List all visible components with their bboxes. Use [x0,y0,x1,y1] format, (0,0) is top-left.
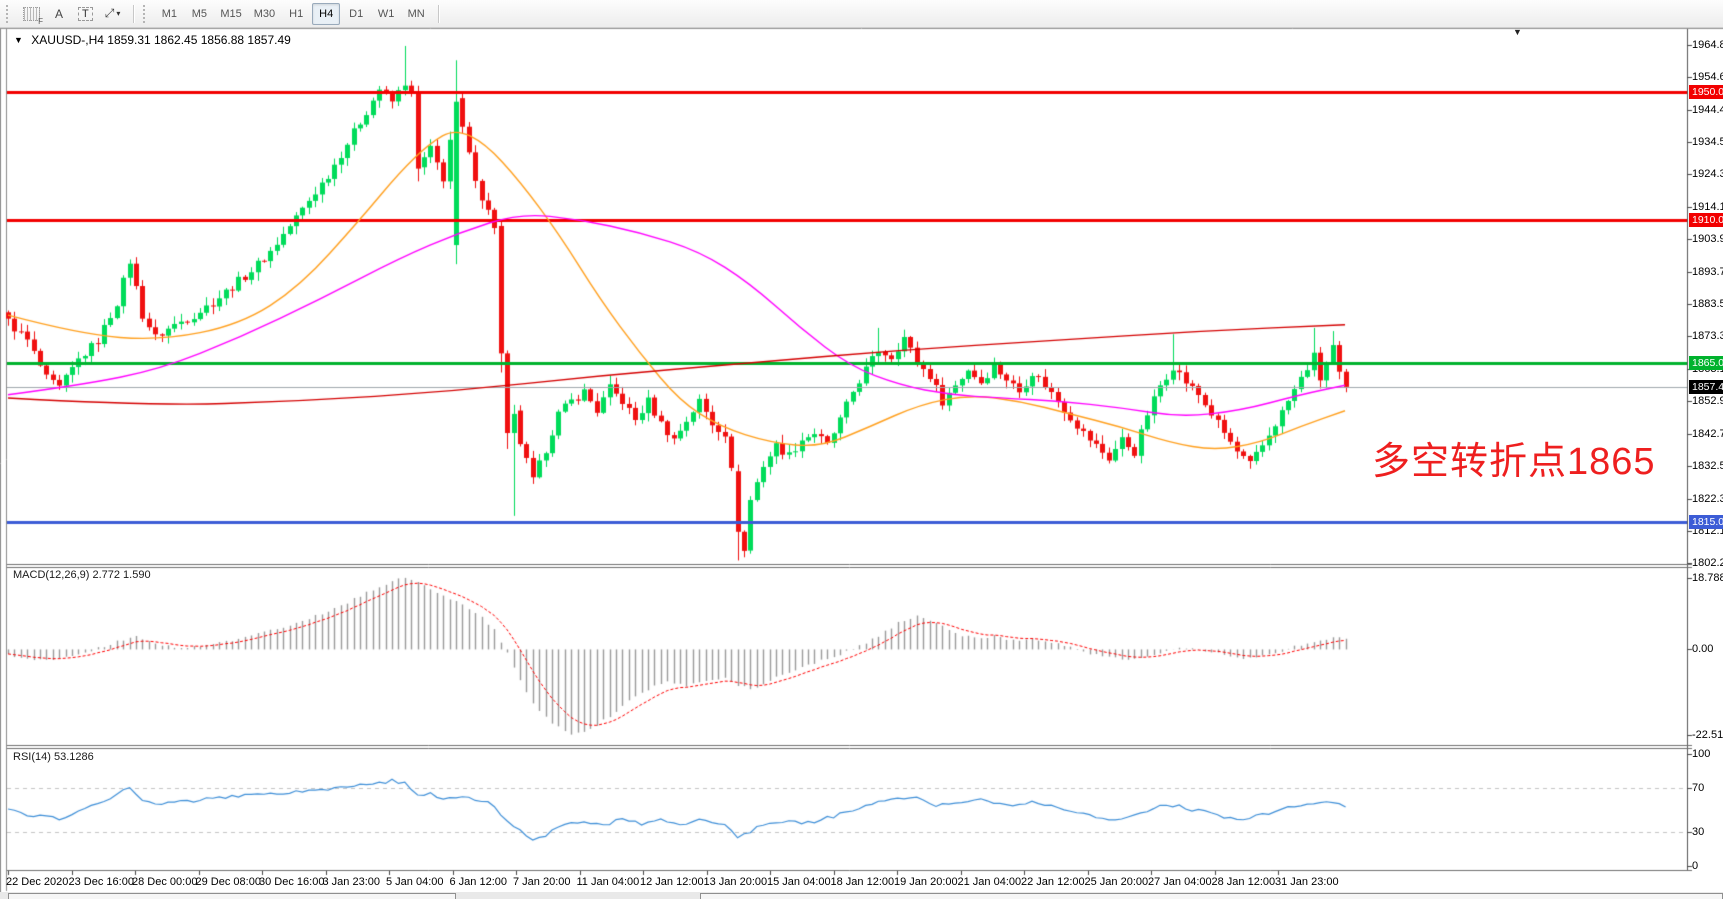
chart-shift-marker: ▼ [1513,27,1522,37]
date-tick-label: 31 Jan 23:00 [1275,876,1339,888]
timeframe-button-m5[interactable]: M5 [191,7,207,20]
date-tick-label: 7 Jan 20:00 [513,876,571,888]
toolbar-separator [133,4,136,23]
date-tick-label: 3 Jan 23:00 [322,876,381,888]
letter-t-icon: T [78,6,93,21]
date-tick-label: 30 Dec 16:00 [259,876,325,888]
price-tick-label: 1934.5 [1692,135,1723,148]
date-tick-label: 27 Jan 04:00 [1148,876,1212,888]
price-tag-1950-00: 1950.00 [1689,85,1723,100]
date-tick-label: 15 Jan 04:00 [767,876,831,888]
price-tick-label: 1852.9 [1692,395,1723,408]
bottom-window-strip [0,892,1723,899]
date-tick-label: 18 Jan 12:00 [830,876,895,888]
chart-title: ▼ XAUUSD-,H4 1859.31 1862.45 1856.88 185… [14,33,291,47]
price-tick-label: 1893.7 [1692,265,1723,278]
price-tick-label: 1802.2 [1692,557,1723,569]
macd-axis-label: 18.788 [1692,572,1723,584]
price-tick-label: 1924.3 [1692,168,1723,181]
date-tick-label: 22 Jan 12:00 [1021,876,1085,888]
price-tag-1865-00: 1865.00 [1689,355,1723,370]
toolbar-grip [6,4,12,23]
timeframe-button-w1[interactable]: W1 [377,7,395,20]
window-tab-edge [700,893,1723,899]
cursor-arrows-button[interactable]: ⤢ ▾ [100,3,126,25]
timeframe-button-d1[interactable]: D1 [349,7,364,20]
date-tick-label: 23 Dec 16:00 [68,876,134,888]
chevron-down-icon: ▾ [116,9,121,18]
price-tick-label: 1914.1 [1692,200,1723,213]
toolbar-grip [143,4,149,23]
ohlc-values: 1859.31 1862.45 1856.88 1857.49 [107,33,291,47]
date-tick-label: 22 Dec 2020 [6,876,69,888]
timeframe-button-h1[interactable]: H1 [289,7,304,20]
price-tag-1815-00: 1815.00 [1689,515,1723,530]
date-tick-label: 13 Jan 20:00 [703,876,768,888]
text-box-button[interactable]: T [73,3,98,25]
price-tick-label: 1832.5 [1692,460,1723,473]
window-tab-edge [8,893,456,899]
diagonal-arrows-icon: ⤢ [104,6,115,20]
price-tick-label: 1903.9 [1692,233,1723,245]
timeframe-group: M1 M5 M15 M30 H1 H4 D1 W1 MN [155,2,430,25]
date-tick-label: 11 Jan 04:00 [576,876,640,888]
date-tick-label: 21 Jan 04:00 [957,876,1022,888]
rsi-indicator-label: RSI(14) 53.1286 [13,751,94,763]
rsi-axis-label: 30 [1692,826,1705,839]
text-label-button[interactable]: A [47,3,71,25]
letter-a-icon: A [54,6,63,21]
price-tag-1857-49: 1857.49 [1689,379,1723,394]
rsi-axis-label: 0 [1692,860,1699,872]
timeframe-button-mn[interactable]: MN [407,7,425,20]
date-tick-label: 28 Dec 00:00 [132,876,198,888]
rsi-axis-label: 100 [1692,748,1711,760]
price-tick-label: 1842.7 [1692,427,1723,440]
price-tick-label: 1822.3 [1692,492,1723,505]
toolbar-separator [438,4,441,23]
price-tick-label: 1883.5 [1692,298,1723,310]
date-tick-label: 12 Jan 12:00 [640,876,704,888]
date-tick-label: 19 Jan 20:00 [894,876,958,888]
date-tick-label: 25 Jan 20:00 [1084,876,1149,888]
price-tick-label: 1954.6 [1692,71,1723,84]
date-tick-label: 29 Dec 08:00 [195,876,261,888]
timeframe-button-h4[interactable]: H4 [312,2,341,25]
chevron-down-icon: ▼ [14,35,23,45]
date-tick-label: 28 Jan 12:00 [1211,876,1276,888]
date-tick-label: 5 Jan 04:00 [386,876,444,888]
price-tick-label: 1944.4 [1692,103,1723,116]
price-tick-label: 1873.3 [1692,330,1723,343]
macd-axis-label: 0.00 [1692,643,1714,656]
macd-axis-label: -22.515 [1692,729,1723,741]
indicator-grid-button[interactable]: F [18,3,45,26]
symbol-period-label: XAUUSD-,H4 [31,33,104,47]
price-tick-label: 1964.8 [1692,39,1723,51]
price-tag-1910-00: 1910.00 [1689,212,1723,227]
macd-indicator-label: MACD(12,26,9) 2.772 1.590 [13,569,151,581]
rsi-axis-label: 70 [1692,781,1705,794]
timeframe-button-m30[interactable]: M30 [253,7,276,20]
timeframe-button-m1[interactable]: M1 [161,7,177,20]
chart-annotation-text: 多空转折点1865 [1372,441,1656,483]
timeframe-button-m15[interactable]: M15 [220,7,242,20]
toolbar: F A T ⤢ ▾ M1 M5 M15 M30 H1 H4 D1 W1 MN [0,0,1723,28]
grid-icon: F [23,6,43,26]
date-tick-label: 6 Jan 12:00 [449,876,508,888]
